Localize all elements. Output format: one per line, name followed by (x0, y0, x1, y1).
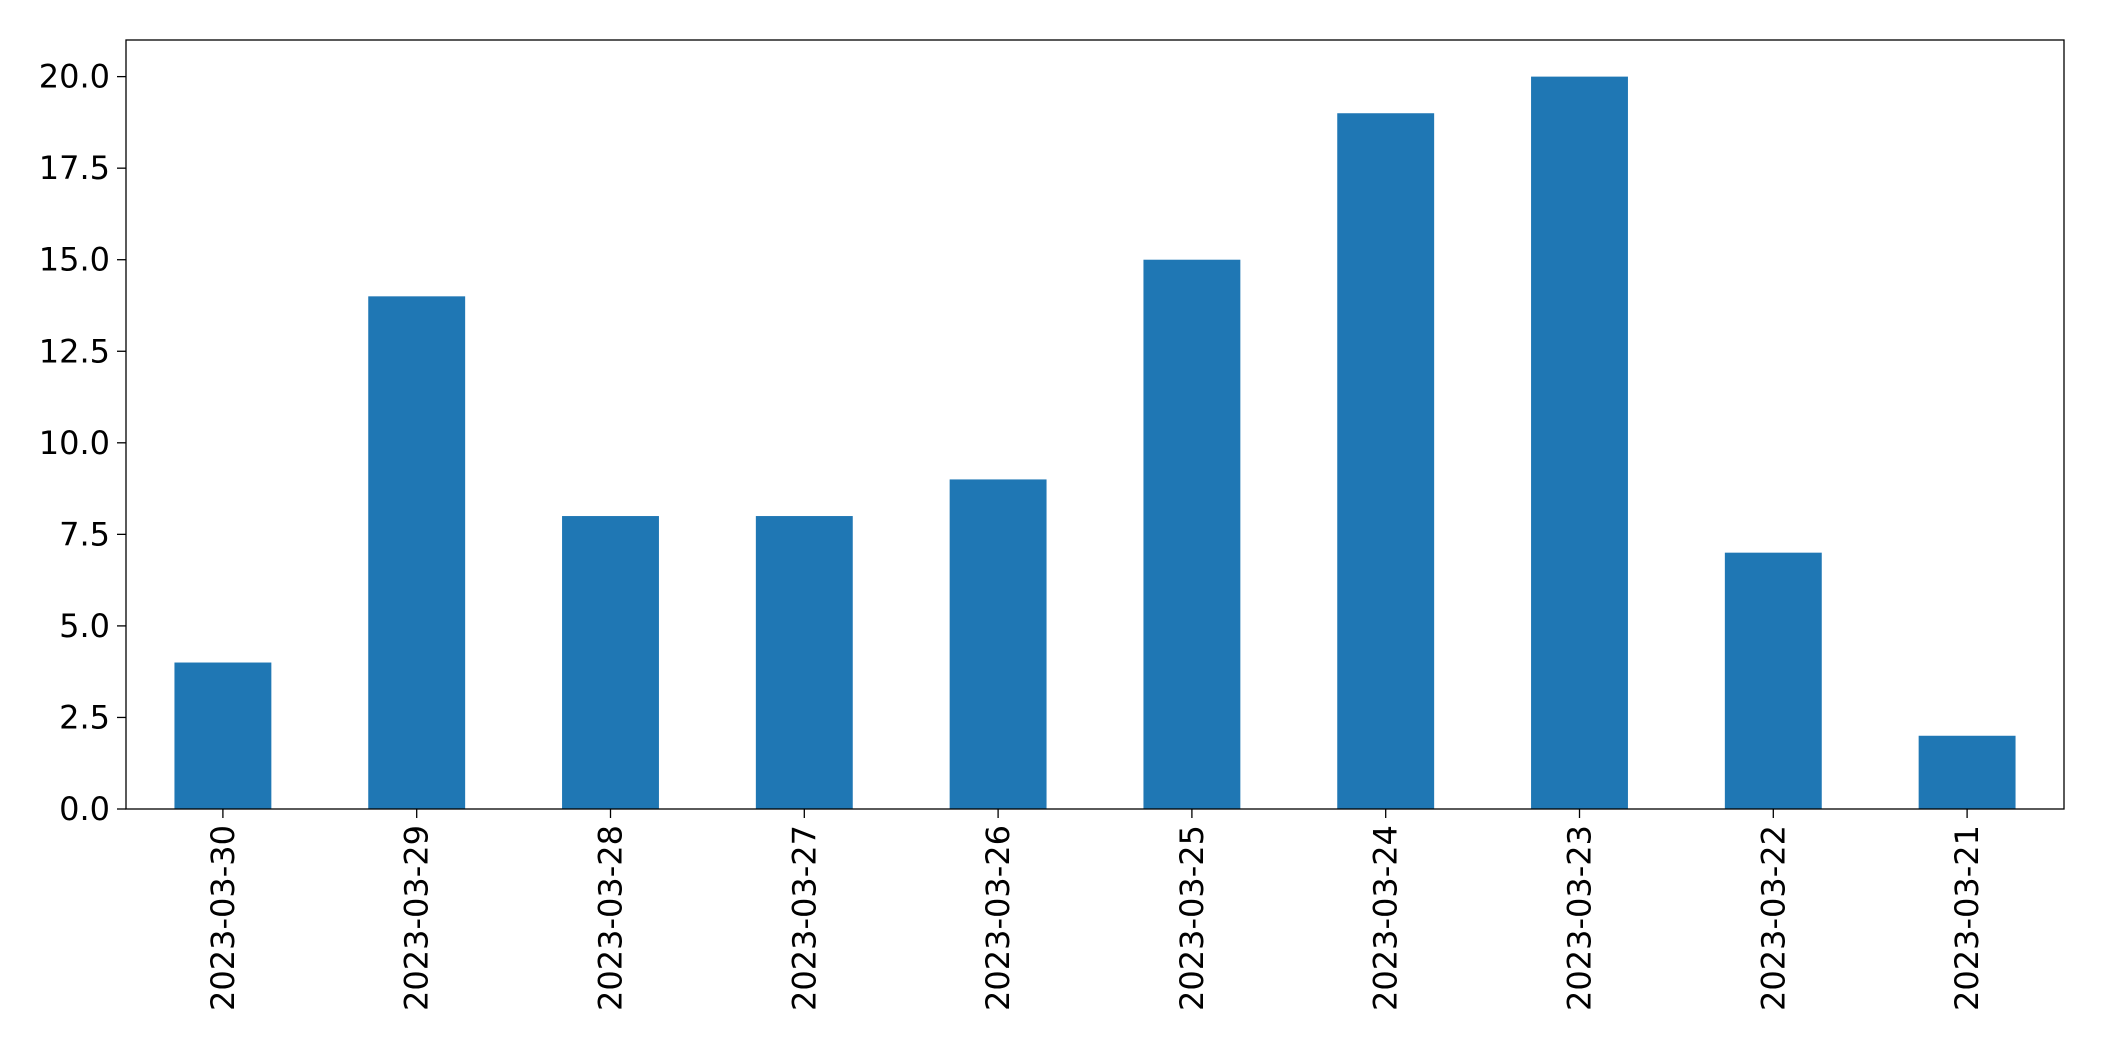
y-tick-label: 10.0 (39, 424, 110, 462)
y-tick-label: 12.5 (39, 332, 110, 370)
plot-frame (125, 39, 2065, 810)
bar (562, 516, 659, 809)
y-tick-label: 7.5 (59, 515, 110, 553)
x-tick-label: 2023-03-30 (204, 825, 242, 1011)
bar (1724, 552, 1822, 809)
bar (1918, 735, 2016, 809)
x-tick-label: 2023-03-23 (1561, 825, 1599, 1011)
x-tick-label: 2023-03-21 (1948, 825, 1986, 1011)
y-tick-label: 0.0 (59, 790, 110, 828)
x-tick-label: 2023-03-26 (979, 825, 1017, 1011)
bar (1143, 259, 1241, 809)
x-tick-label: 2023-03-27 (785, 825, 823, 1011)
x-tick-label: 2023-03-24 (1367, 825, 1405, 1011)
x-tick-label: 2023-03-25 (1173, 825, 1211, 1011)
bar (755, 516, 853, 809)
y-tick-label: 2.5 (59, 698, 110, 736)
bar (1531, 76, 1628, 810)
x-tick-label: 2023-03-22 (1754, 825, 1792, 1011)
x-tick-label: 2023-03-29 (398, 825, 436, 1011)
y-tick-label: 5.0 (59, 607, 110, 645)
y-tick-label: 17.5 (39, 149, 110, 187)
bar (174, 662, 272, 809)
x-tick-label: 2023-03-28 (592, 825, 630, 1011)
y-tick-label: 20.0 (39, 58, 110, 96)
bar (368, 296, 466, 809)
y-tick-label: 15.0 (39, 241, 110, 279)
bar (949, 479, 1047, 809)
bar (1337, 113, 1435, 809)
